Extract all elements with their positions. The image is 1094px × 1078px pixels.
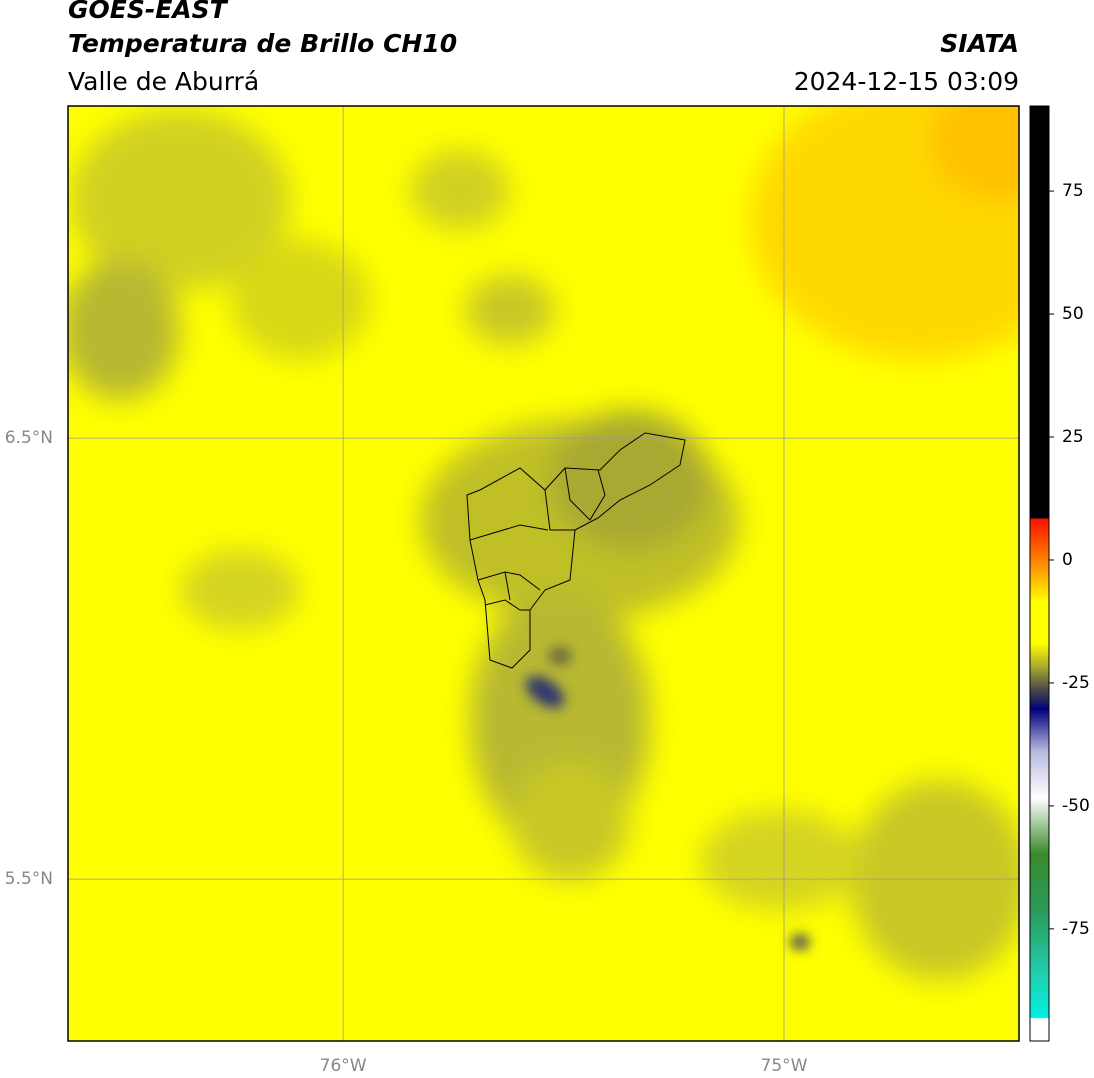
region: Valle de Aburrá [68, 67, 259, 96]
colorbar-tick-label: 50 [1062, 304, 1084, 324]
satellite: GOES-EAST [68, 0, 229, 24]
colorbar-tick-label: 25 [1062, 427, 1084, 447]
colorbar-tick-label: -25 [1062, 673, 1090, 693]
colorbar-tick-label: 75 [1062, 181, 1084, 201]
colorbar-ticks: 75 50 25 0 -25 -50 -75 [1049, 181, 1090, 939]
lat-label: 6.5°N [5, 428, 53, 448]
product: Temperatura de Brillo CH10 [68, 29, 457, 58]
colorbar-tick-label: -50 [1062, 796, 1090, 816]
graticule: 76°W 75°W 6.5°N 5.5°N [5, 106, 1019, 1076]
lon-label: 76°W [320, 1056, 367, 1076]
municipal-borders [466, 432, 686, 669]
map-frame [67, 105, 1020, 1042]
lat-label: 5.5°N [5, 869, 53, 889]
colorbar [1029, 105, 1050, 1042]
colorbar-tick-label: 0 [1062, 550, 1073, 570]
lon-label: 75°W [761, 1056, 808, 1076]
datetime: 2024-12-15 03:09 [794, 67, 1019, 96]
colorbar-tick-label: -75 [1062, 919, 1090, 939]
source: SIATA [940, 29, 1019, 58]
map-field [68, 106, 1019, 1041]
